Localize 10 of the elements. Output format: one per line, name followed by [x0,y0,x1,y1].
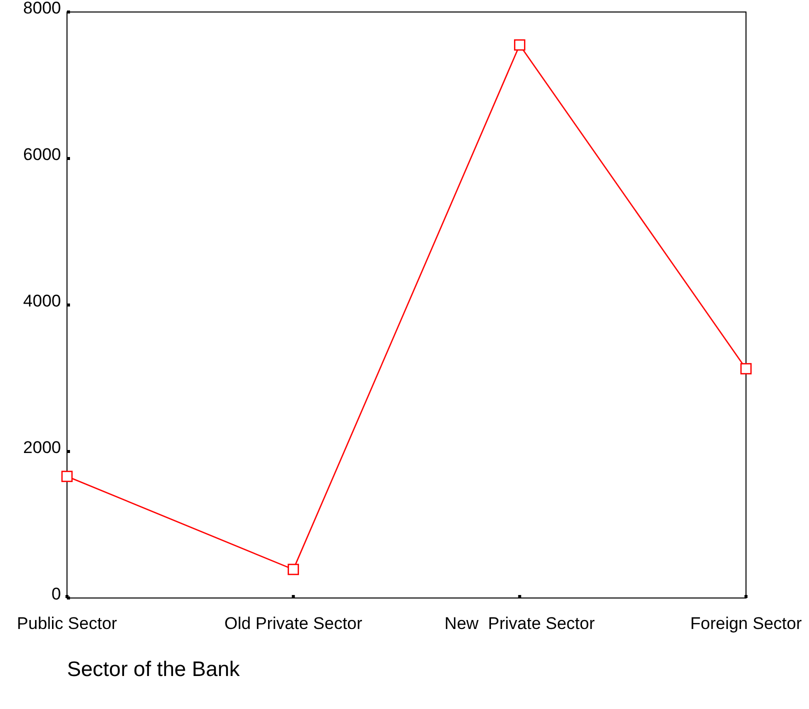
x-axis-title: Sector of the Bank [67,658,240,681]
x-tick-label: Foreign Sector [690,614,802,633]
x-tick-label: Public Sector [16,614,118,633]
y-tick-label: 2000 [23,438,61,458]
x-tick-label: Old Private Sector [224,614,363,633]
y-tick-label: 8000 [23,0,61,18]
y-tick-label: 0 [52,584,61,604]
x-tick-label: New Private Sector [444,614,596,633]
y-tick-label: 4000 [23,292,61,311]
y-tick-label: 6000 [23,145,61,164]
